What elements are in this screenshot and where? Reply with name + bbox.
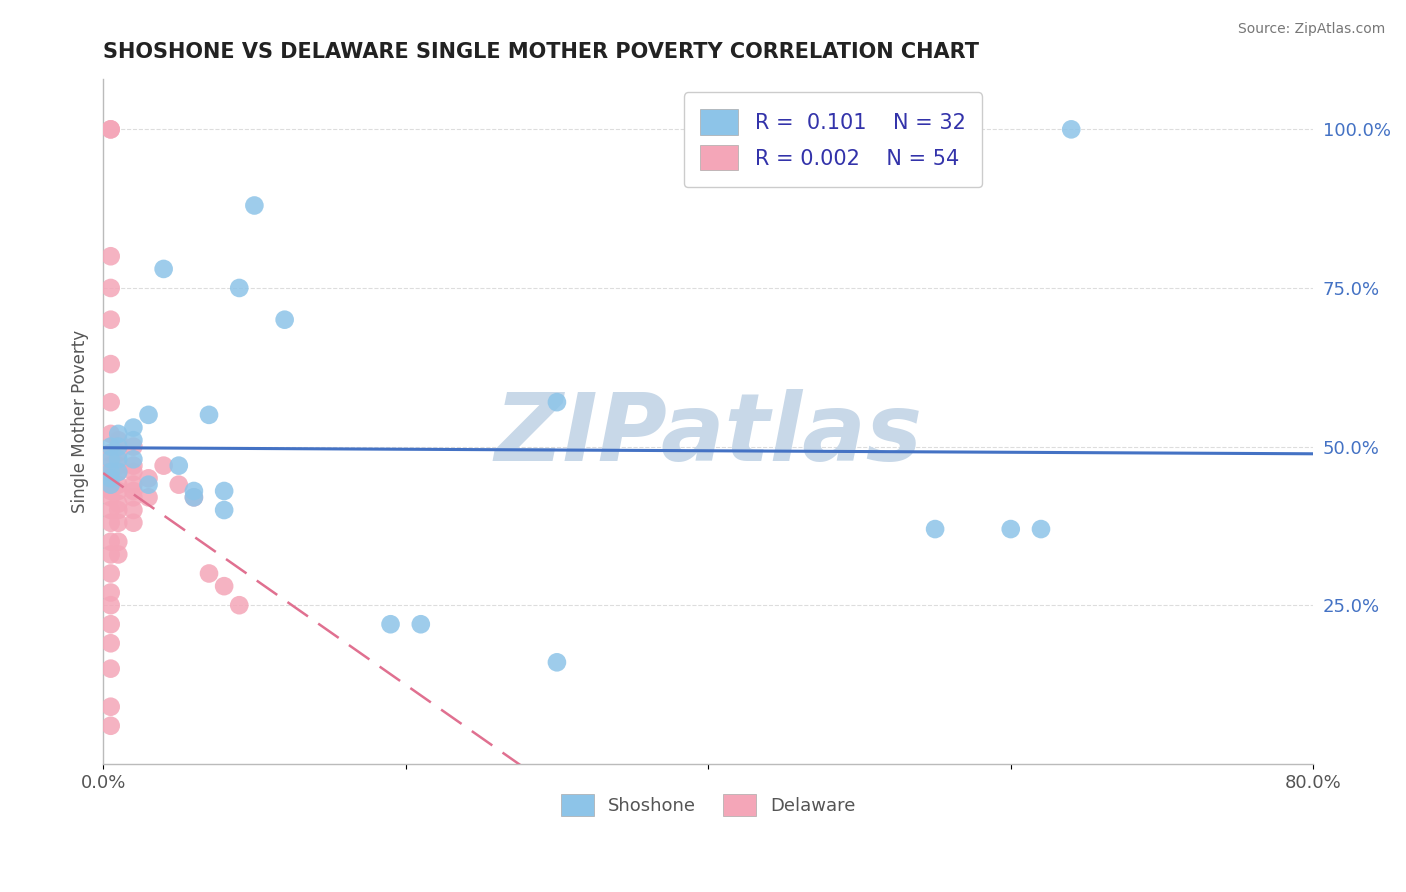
Point [546,655,568,669]
Point [138,471,160,485]
Y-axis label: Single Mother Poverty: Single Mother Poverty [72,330,89,513]
Point [122,458,145,473]
Text: ZIPatlas: ZIPatlas [494,389,922,481]
Point [100,534,122,549]
Point [273,312,295,326]
Point [100,483,122,498]
Point [107,458,129,473]
Point [107,534,129,549]
Point [228,598,250,612]
Point [138,477,160,491]
Point [122,491,145,505]
Point [107,483,129,498]
Point [100,471,122,485]
Point [924,522,946,536]
Point [100,566,122,581]
Point [1029,522,1052,536]
Point [100,357,122,371]
Point [100,452,122,467]
Point [409,617,432,632]
Point [100,446,122,460]
Point [198,566,221,581]
Point [122,452,145,467]
Point [100,122,122,136]
Point [100,477,122,491]
Point [107,452,129,467]
Point [122,503,145,517]
Point [107,465,129,479]
Point [100,636,122,650]
Point [122,516,145,530]
Point [167,458,190,473]
Point [100,249,122,263]
Point [107,465,129,479]
Point [228,281,250,295]
Point [107,440,129,454]
Point [183,491,205,505]
Point [100,719,122,733]
Point [212,579,235,593]
Point [100,617,122,632]
Point [100,122,122,136]
Point [100,662,122,676]
Point [212,503,235,517]
Point [243,198,266,212]
Point [100,465,122,479]
Point [107,434,129,448]
Point [122,434,145,448]
Point [100,471,122,485]
Point [138,408,160,422]
Point [100,281,122,295]
Point [100,503,122,517]
Point [100,516,122,530]
Point [198,408,221,422]
Point [100,491,122,505]
Point [380,617,402,632]
Point [100,477,122,491]
Point [167,477,190,491]
Text: SHOSHONE VS DELAWARE SINGLE MOTHER POVERTY CORRELATION CHART: SHOSHONE VS DELAWARE SINGLE MOTHER POVER… [103,42,979,62]
Point [1000,522,1022,536]
Point [212,483,235,498]
Point [546,395,568,409]
Point [152,458,174,473]
Point [100,458,122,473]
Point [183,483,205,498]
Point [107,503,129,517]
Point [100,465,122,479]
Point [107,516,129,530]
Point [107,446,129,460]
Point [183,491,205,505]
Point [100,699,122,714]
Point [107,426,129,441]
Point [122,477,145,491]
Point [107,497,129,511]
Point [100,312,122,326]
Point [152,261,174,276]
Point [100,585,122,599]
Point [100,598,122,612]
Point [100,426,122,441]
Point [107,548,129,562]
Point [100,395,122,409]
Point [122,465,145,479]
Legend: Shoshone, Delaware: Shoshone, Delaware [554,787,863,823]
Point [122,483,145,498]
Point [122,440,145,454]
Point [122,420,145,434]
Text: Source: ZipAtlas.com: Source: ZipAtlas.com [1237,22,1385,37]
Point [100,548,122,562]
Point [1060,122,1083,136]
Point [107,477,129,491]
Point [138,491,160,505]
Point [100,440,122,454]
